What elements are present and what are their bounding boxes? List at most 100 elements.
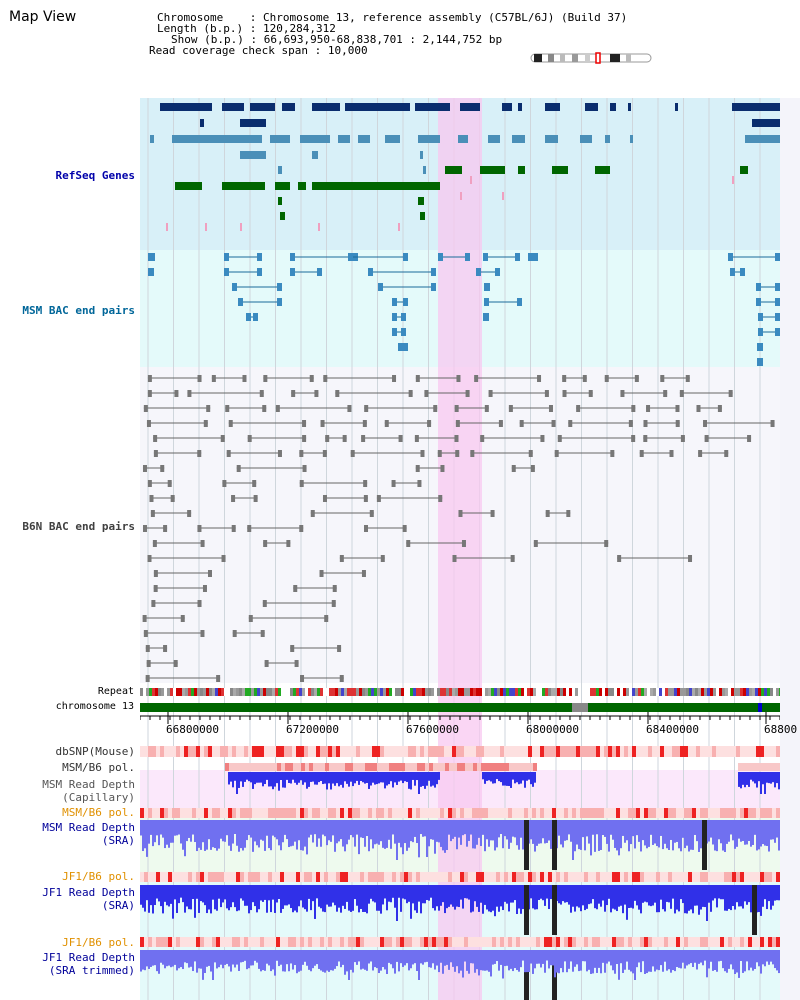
depth-bar <box>400 885 402 912</box>
depth-bar <box>176 950 178 971</box>
depth-bar <box>298 950 300 972</box>
track-label-msm-pol-1[interactable]: MSM/B6 pol. <box>62 761 135 774</box>
polymorphism-bin <box>460 937 464 947</box>
repeat-block <box>446 688 449 696</box>
polymorphism-bin <box>764 937 768 947</box>
polymorphism-bin <box>353 763 357 771</box>
depth-bar <box>232 885 234 903</box>
msm-bac-end <box>431 268 436 276</box>
track-label-repeat[interactable]: Repeat <box>97 686 134 697</box>
depth-bar <box>350 950 352 970</box>
depth-bar <box>676 885 678 910</box>
genome-track-viewer[interactable] <box>140 98 780 1000</box>
depth-bar <box>224 950 226 965</box>
polymorphism-bin <box>385 763 389 771</box>
track-label-msm-depth-cap-1[interactable]: MSM Read Depth <box>42 778 135 791</box>
depth-bar <box>710 885 712 912</box>
polymorphism-bin <box>200 937 204 947</box>
polymorphism-bin <box>348 937 352 947</box>
polymorphism-bin <box>252 872 256 882</box>
track-label-b6n-bac[interactable]: B6N BAC end pairs <box>22 520 135 533</box>
b6n-bac-end <box>631 435 636 442</box>
depth-bar <box>458 885 460 908</box>
depth-bar <box>268 772 270 787</box>
polymorphism-bin <box>644 808 648 818</box>
chromosome-ideogram[interactable] <box>530 52 652 64</box>
repeat-block <box>512 688 515 696</box>
polymorphism-bin <box>160 937 164 947</box>
b6n-bac-end <box>568 420 573 427</box>
scroll-bar[interactable] <box>780 98 800 1000</box>
repeat-block <box>716 688 719 696</box>
depth-bar <box>656 950 658 970</box>
b6n-bac-end <box>454 435 459 442</box>
depth-bar <box>250 950 252 966</box>
repeat-block <box>230 688 233 696</box>
polymorphism-bin <box>564 808 568 818</box>
track-label-msm-pol-2[interactable]: MSM/B6 pol. <box>62 806 135 819</box>
polymorphism-bin <box>536 808 540 818</box>
depth-bar <box>194 885 196 918</box>
refseq-gene <box>420 212 425 220</box>
polymorphism-bin <box>320 937 324 947</box>
b6n-bac-end <box>452 555 457 562</box>
b6n-bac-end <box>309 375 314 382</box>
depth-bar <box>480 950 482 971</box>
depth-bar <box>176 820 178 836</box>
b6n-bac-end <box>680 435 685 442</box>
repeat-block <box>629 688 632 696</box>
polymorphism-bin <box>437 763 441 771</box>
track-label-msm-depth-sra-1[interactable]: MSM Read Depth <box>42 821 135 834</box>
polymorphism-bin <box>184 808 188 818</box>
depth-bar <box>362 820 364 838</box>
msm-bac-end <box>403 298 408 306</box>
depth-bar <box>498 885 500 912</box>
depth-bar <box>758 772 760 782</box>
depth-bar <box>262 885 264 902</box>
track-label-refseq[interactable]: RefSeq Genes <box>55 169 135 182</box>
depth-bar <box>382 950 384 968</box>
track-label-jf1-depth-sra-1[interactable]: JF1 Read Depth <box>42 886 135 899</box>
depth-bar <box>152 950 154 966</box>
track-label-chromosome[interactable]: chromosome 13 <box>55 701 134 712</box>
depth-bar <box>742 950 744 973</box>
polymorphism-bin <box>416 937 420 947</box>
repeat-block <box>530 688 533 696</box>
polymorphism-bin <box>348 808 352 818</box>
track-label-dbsnp[interactable]: dbSNP(Mouse) <box>55 745 135 758</box>
msm-bac-end <box>253 313 258 321</box>
track-label-jf1-pol-2[interactable]: JF1/B6 pol. <box>62 936 135 949</box>
repeat-block <box>152 688 155 696</box>
polymorphism-bin <box>440 872 444 882</box>
depth-bar <box>540 820 542 844</box>
b6n-bac-end <box>151 600 156 607</box>
refseq-gene-fragment <box>470 176 472 184</box>
depth-bar <box>326 820 328 846</box>
depth-bar <box>538 885 540 900</box>
depth-bar <box>234 772 236 781</box>
polymorphism-bin <box>505 763 509 771</box>
depth-bar <box>458 950 460 974</box>
b6n-bac-end <box>604 375 609 382</box>
polymorphism-bin <box>496 746 500 757</box>
depth-bar <box>318 885 320 907</box>
track-label-jf1-depth-trim-1[interactable]: JF1 Read Depth <box>42 951 135 964</box>
polymorphism-bin <box>592 746 596 757</box>
depth-bar <box>412 885 414 904</box>
depth-bar <box>142 820 144 852</box>
refseq-gene <box>752 119 780 127</box>
polymorphism-bin <box>636 872 640 882</box>
depth-bar <box>176 885 178 913</box>
repeat-block <box>257 688 260 696</box>
polymorphism-bin <box>696 872 700 882</box>
polymorphism-bin <box>497 763 501 771</box>
track-label-jf1-pol-1[interactable]: JF1/B6 pol. <box>62 870 135 883</box>
depth-bar <box>402 885 404 899</box>
depth-bar <box>506 950 508 966</box>
repeat-block <box>395 688 398 696</box>
track-label-msm-bac[interactable]: MSM BAC end pairs <box>22 304 135 317</box>
depth-bar <box>246 885 248 906</box>
polymorphism-bin <box>356 746 360 757</box>
polymorphism-bin <box>472 937 476 947</box>
depth-bar <box>180 950 182 968</box>
